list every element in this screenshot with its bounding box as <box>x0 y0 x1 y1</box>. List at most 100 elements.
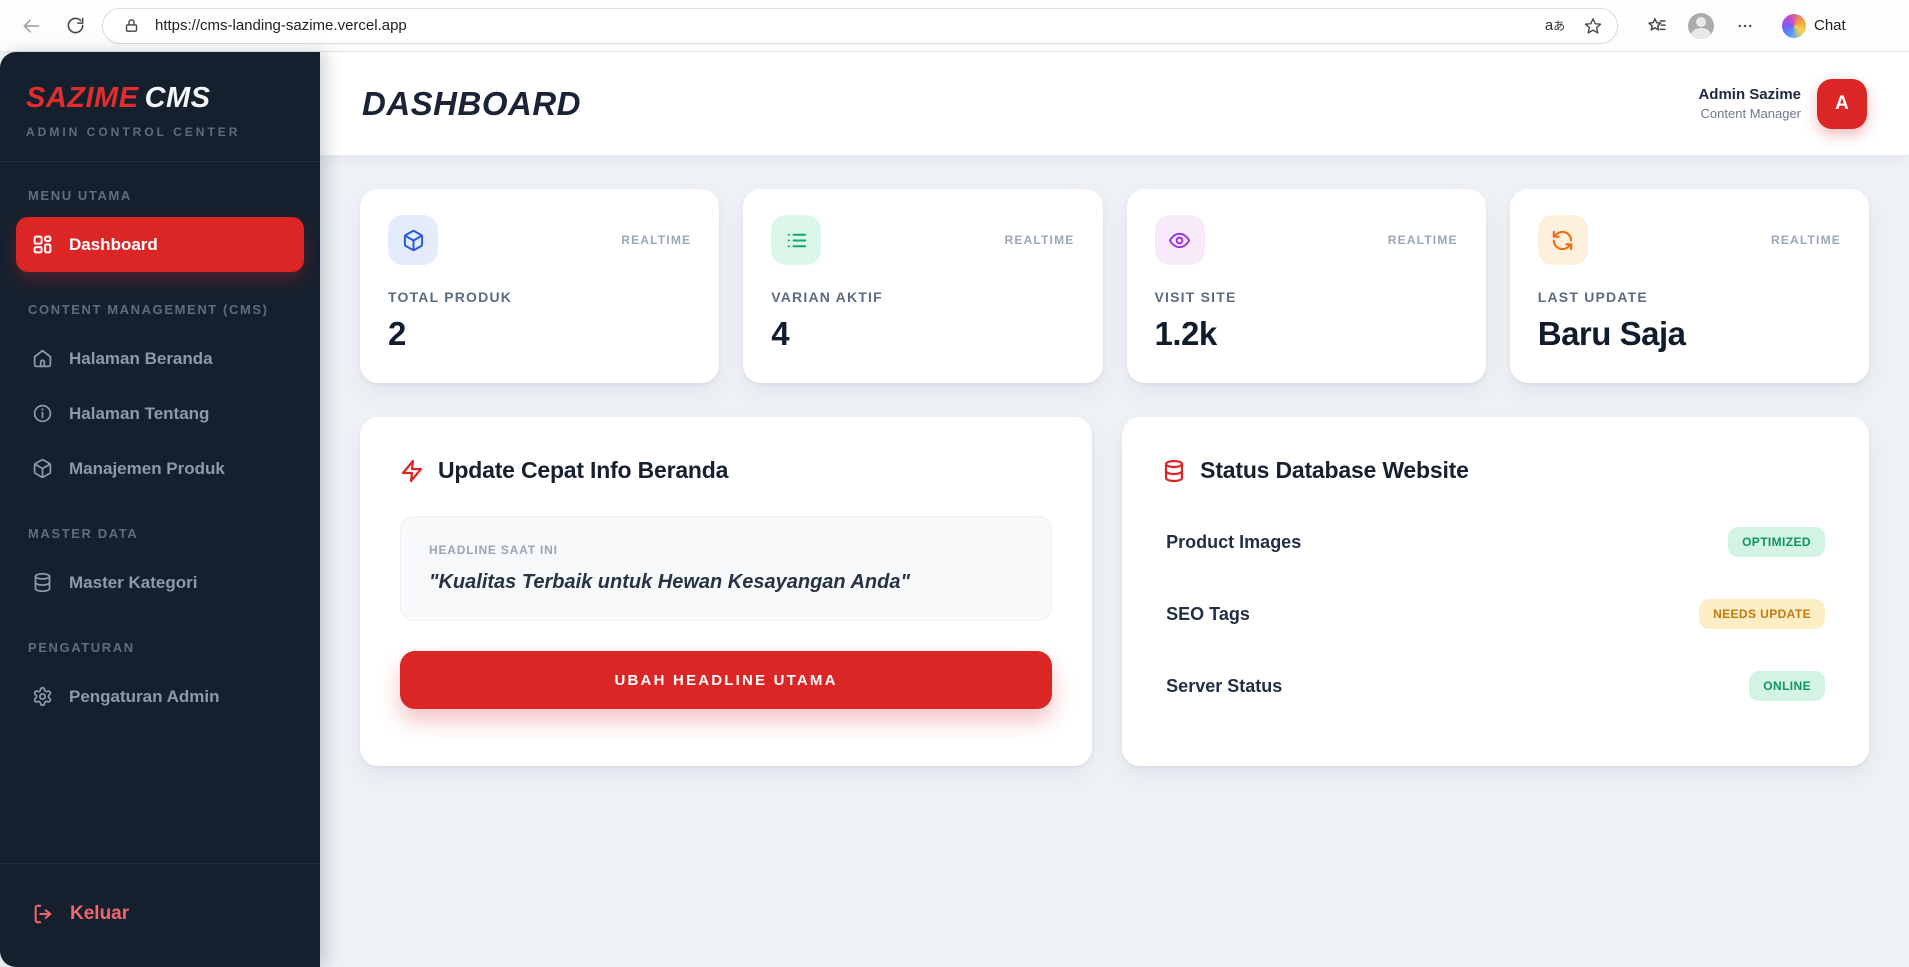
status-label: SEO Tags <box>1166 603 1250 624</box>
user-block[interactable]: Admin Sazime Content Manager A <box>1698 78 1867 129</box>
lock-icon <box>117 12 145 40</box>
sidebar-item-label: Halaman Tentang <box>69 403 210 423</box>
browser-actions: Chat <box>1640 9 1852 43</box>
realtime-badge: REALTIME <box>1387 233 1458 247</box>
eye-icon <box>1154 215 1205 265</box>
stat-label: TOTAL PRODUK <box>388 289 513 305</box>
sidebar-item-manajemen-produk[interactable]: Manajemen Produk <box>16 441 304 496</box>
favorites-bar-icon[interactable] <box>1640 9 1674 43</box>
gear-icon <box>32 686 53 707</box>
realtime-badge: REALTIME <box>1004 233 1075 247</box>
sidebar-item-pengaturan-admin[interactable]: Pengaturan Admin <box>16 669 304 724</box>
section-title-master-data: MASTER DATA <box>28 526 139 541</box>
change-headline-button[interactable]: UBAH HEADLINE UTAMA <box>400 651 1053 709</box>
sidebar-footer: Keluar <box>0 863 320 967</box>
logout-icon <box>32 903 54 925</box>
sidebar-item-label: Pengaturan Admin <box>69 686 220 706</box>
stat-label: LAST UPDATE <box>1537 289 1648 305</box>
page-title: DASHBOARD <box>362 84 581 122</box>
app-logo: SAZIME CMS <box>26 82 294 115</box>
status-row-server-status: Server Status ONLINE <box>1162 650 1829 722</box>
lightning-icon <box>400 459 424 483</box>
sidebar-item-master-kategori[interactable]: Master Kategori <box>16 555 304 610</box>
sidebar-item-label: Manajemen Produk <box>69 458 225 478</box>
logo-primary: SAZIME <box>26 82 139 114</box>
user-text: Admin Sazime Content Manager <box>1698 86 1801 121</box>
db-status-title: Status Database Website <box>1200 457 1469 483</box>
status-rows: Product Images OPTIMIZED SEO Tags NEEDS … <box>1162 506 1829 722</box>
package-icon <box>32 458 53 479</box>
panel-row: Update Cepat Info Beranda HEADLINE SAAT … <box>360 417 1869 766</box>
refresh-icon[interactable] <box>58 9 92 43</box>
database-icon <box>32 572 53 593</box>
refresh-icon <box>1537 215 1588 265</box>
logout-button[interactable]: Keluar <box>16 886 304 941</box>
stat-card-total-produk: REALTIME TOTAL PRODUK 2 <box>360 189 720 383</box>
sidebar-item-label: Halaman Beranda <box>69 348 213 368</box>
info-icon <box>32 403 53 424</box>
quick-update-title: Update Cepat Info Beranda <box>438 457 729 483</box>
stat-label: VARIAN AKTIF <box>771 289 883 305</box>
stat-grid: REALTIME TOTAL PRODUK 2 REALTIME VARIAN … <box>360 189 1869 383</box>
stat-value: 4 <box>771 315 790 352</box>
grid-icon <box>32 234 53 255</box>
stat-card-varian-aktif: REALTIME VARIAN AKTIF 4 <box>743 189 1103 383</box>
sidebar: SAZIME CMS ADMIN CONTROL CENTER MENU UTAM… <box>0 52 320 967</box>
sidebar-item-dashboard[interactable]: Dashboard <box>16 217 304 272</box>
list-icon <box>771 215 822 265</box>
logo-block: SAZIME CMS ADMIN CONTROL CENTER <box>0 52 320 162</box>
browser-profile-icon[interactable] <box>1688 12 1714 39</box>
home-icon <box>32 348 53 369</box>
copilot-icon <box>1782 13 1806 38</box>
status-badge: OPTIMIZED <box>1728 527 1825 557</box>
stat-value: Baru Saja <box>1537 315 1686 352</box>
sidebar-item-label: Master Kategori <box>69 572 198 592</box>
copilot-chat-button[interactable]: Chat <box>1776 10 1852 42</box>
user-name: Admin Sazime <box>1698 86 1801 103</box>
package-icon <box>388 215 438 265</box>
favorite-star-icon[interactable] <box>1579 12 1607 40</box>
stat-card-visit-site: REALTIME VISIT SITE 1.2k <box>1126 189 1486 383</box>
copilot-chat-label: Chat <box>1814 17 1846 34</box>
more-menu-icon[interactable] <box>1728 9 1762 43</box>
database-icon <box>1162 459 1186 483</box>
status-badge: NEEDS UPDATE <box>1699 599 1825 629</box>
section-title-pengaturan: PENGATURAN <box>28 640 135 655</box>
stat-value: 1.2k <box>1154 315 1218 352</box>
section-title-cms: CONTENT MANAGEMENT (CMS) <box>28 302 269 317</box>
status-row-seo-tags: SEO Tags NEEDS UPDATE <box>1162 578 1829 650</box>
current-headline-box: HEADLINE SAAT INI "Kualitas Terbaik untu… <box>400 516 1053 621</box>
sidebar-item-halaman-beranda[interactable]: Halaman Beranda <box>16 331 304 386</box>
logout-label: Keluar <box>70 902 130 924</box>
status-row-product-images: Product Images OPTIMIZED <box>1162 506 1829 578</box>
status-label: Server Status <box>1166 675 1283 696</box>
avatar[interactable]: A <box>1817 78 1867 129</box>
main-header: DASHBOARD Admin Sazime Content Manager A <box>320 52 1909 155</box>
dashboard-content: REALTIME TOTAL PRODUK 2 REALTIME VARIAN … <box>320 155 1909 967</box>
realtime-badge: REALTIME <box>621 233 692 247</box>
headline-field-label: HEADLINE SAAT INI <box>429 543 558 557</box>
realtime-badge: REALTIME <box>1770 233 1841 247</box>
db-status-panel: Status Database Website Product Images O… <box>1122 417 1869 766</box>
logo-secondary: CMS <box>144 82 211 114</box>
sidebar-item-label: Dashboard <box>69 234 158 254</box>
app-shell: SAZIME CMS ADMIN CONTROL CENTER MENU UTAM… <box>0 52 1909 967</box>
back-icon[interactable] <box>14 9 48 43</box>
stat-value: 2 <box>388 315 406 352</box>
user-role: Content Manager <box>1700 106 1801 121</box>
quick-update-panel: Update Cepat Info Beranda HEADLINE SAAT … <box>360 417 1093 766</box>
main-area: DASHBOARD Admin Sazime Content Manager A <box>320 52 1909 967</box>
sidebar-item-halaman-tentang[interactable]: Halaman Tentang <box>16 386 304 441</box>
sidebar-nav: MENU UTAMA Dashboard CONTENT MANAGEMENT … <box>0 162 320 863</box>
stat-card-last-update: REALTIME LAST UPDATE Baru Saja <box>1509 189 1869 383</box>
status-badge: ONLINE <box>1749 671 1825 701</box>
logo-tagline: ADMIN CONTROL CENTER <box>26 125 241 139</box>
url-text[interactable]: https://cms-landing-sazime.vercel.app <box>155 17 407 34</box>
stat-label: VISIT SITE <box>1154 289 1237 305</box>
status-label: Product Images <box>1166 531 1302 552</box>
section-title-menu-utama: MENU UTAMA <box>28 188 132 203</box>
